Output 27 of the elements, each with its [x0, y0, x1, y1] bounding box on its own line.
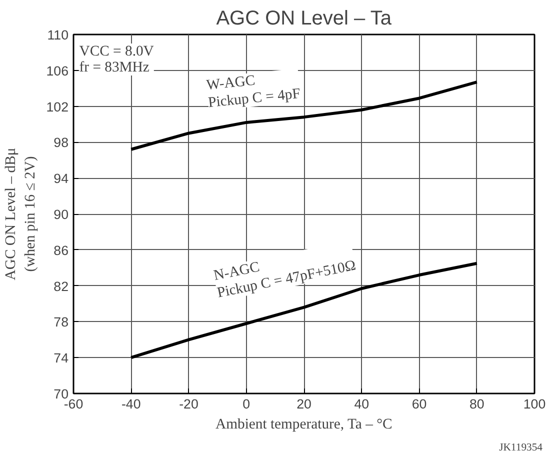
y-tick-label: 94 [54, 171, 70, 186]
y-tick-label: 106 [46, 63, 69, 78]
x-tick-label: 60 [412, 396, 427, 412]
x-tick-label: 0 [242, 396, 250, 412]
y-tick-label: 98 [54, 135, 69, 150]
x-tick-label: -20 [179, 396, 198, 412]
text: JK119354 [499, 442, 544, 454]
y-tick-label: 102 [46, 99, 69, 114]
y-tick-label: 86 [54, 242, 69, 258]
annotation: VCC = 8.0V fr = 83MHz [79, 43, 154, 76]
y-tick-label: 90 [54, 207, 69, 222]
y-tick-label: 82 [54, 278, 69, 294]
y-tick-label: 74 [54, 350, 70, 366]
x-tick-label: 100 [523, 396, 546, 412]
y-axis-title: AGC ON Level – dBμ (when pin 16 ≤ 2V) [3, 148, 38, 280]
y-tick-label: 78 [54, 314, 69, 330]
x-tick-label: 40 [354, 396, 370, 412]
annotation: N-AGC Pickup C = 47pF+510Ω [212, 258, 358, 302]
x-axis-title: Ambient temperature, Ta – °C [216, 416, 392, 432]
x-tick-label: -40 [121, 396, 141, 412]
x-tick-label: 20 [296, 396, 312, 412]
annotation: W-AGC Pickup C = 4pF [206, 72, 302, 112]
line-series [130, 262, 478, 360]
x-tick-label: 80 [469, 396, 484, 412]
y-tick-label: 110 [47, 28, 68, 42]
y-tick-label: 70 [54, 386, 69, 402]
chart-title: AGC ON Level – Ta [216, 8, 392, 30]
